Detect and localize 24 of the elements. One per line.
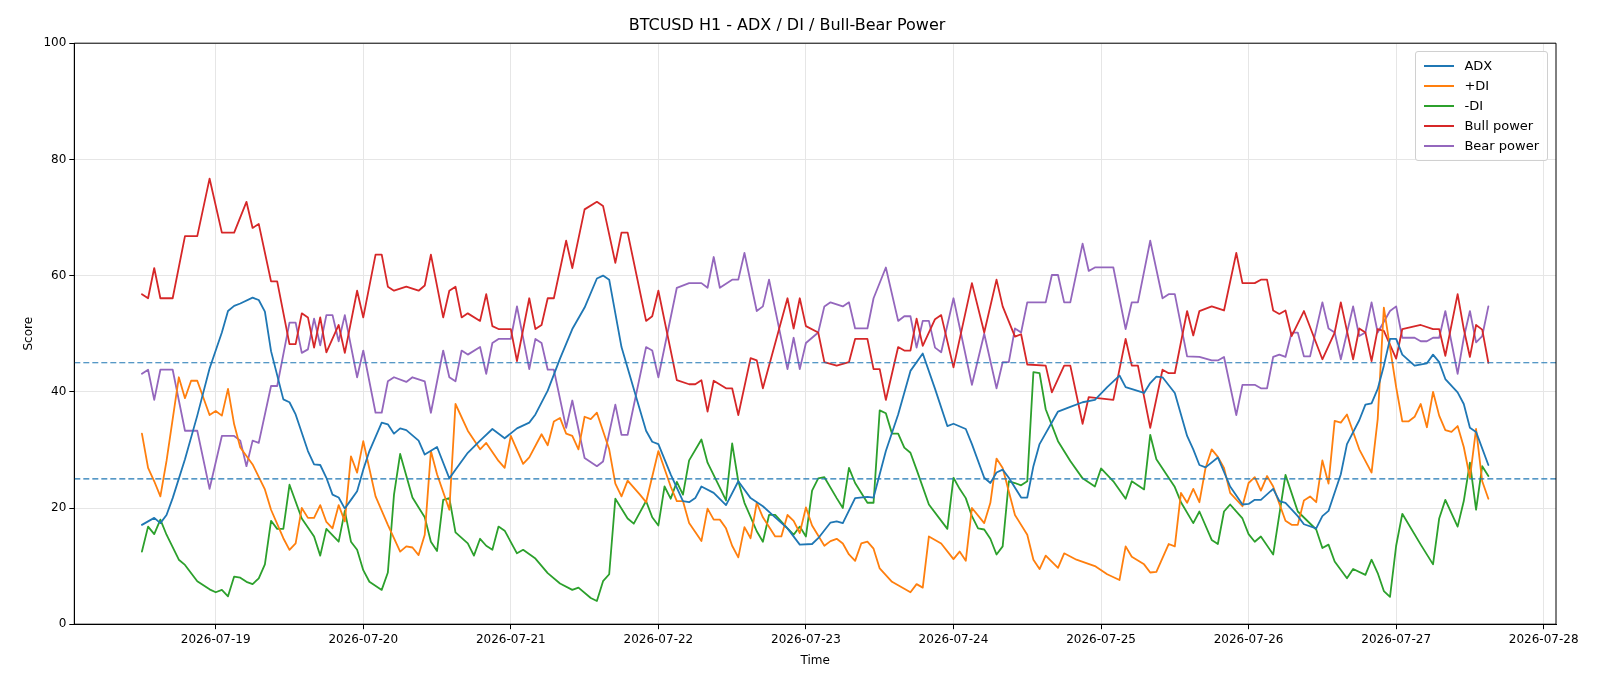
x-tick-label: 2026-07-23 [771, 631, 841, 646]
x-tick-label: 2026-07-27 [1361, 631, 1432, 646]
x-tick-label: 2026-07-19 [180, 631, 251, 646]
x-tick-label: 2026-07-26 [1213, 631, 1284, 646]
x-tick-label: 2026-07-25 [1066, 631, 1136, 646]
y-tick-label: 0 [58, 616, 67, 631]
x-tick-label: 2026-07-28 [1508, 631, 1579, 646]
legend-label: -DI [1464, 97, 1483, 116]
y-axis-title: Score [21, 316, 36, 351]
x-tick-label: 2026-07-24 [918, 631, 989, 646]
legend-label: ADX [1464, 57, 1493, 76]
y-tick-label: 100 [43, 35, 67, 50]
y-tick-label: 60 [51, 267, 67, 282]
x-tick-label: 2026-07-20 [328, 631, 399, 646]
y-tick-label: 80 [51, 151, 67, 166]
legend-label: Bull power [1464, 117, 1534, 136]
legend-label: Bear power [1464, 137, 1539, 156]
x-axis-title: Time [799, 652, 830, 667]
legend-label: +DI [1464, 77, 1490, 96]
y-tick-label: 40 [51, 383, 67, 398]
x-tick-label: 2026-07-21 [475, 631, 546, 646]
chart-title: BTCUSD H1 - ADX / DI / Bull-Bear Power [628, 14, 946, 34]
y-tick-label: 20 [51, 500, 67, 515]
x-tick-label: 2026-07-22 [623, 631, 694, 646]
